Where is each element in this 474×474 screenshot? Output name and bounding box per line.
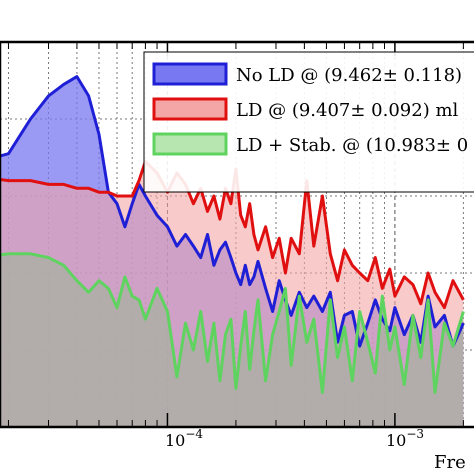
legend-label-ld: LD @ (9.407± 0.092) ml bbox=[236, 100, 459, 121]
legend-swatch-ld-stab bbox=[152, 132, 228, 156]
legend-entry-no-ld: No LD @ (9.462± 0.118) bbox=[152, 62, 462, 86]
plot-frame bbox=[0, 40, 474, 429]
svg-text:10−3: 10−3 bbox=[386, 427, 424, 450]
legend-entry-ld: LD @ (9.407± 0.092) ml bbox=[152, 97, 459, 121]
legend: No LD @ (9.462± 0.118) LD @ (9.407± 0.09… bbox=[143, 51, 474, 193]
x-tick-label-2: 10−3 bbox=[386, 427, 424, 450]
x-ticks bbox=[7, 42, 464, 427]
line-ld bbox=[0, 159, 465, 310]
legend-entry-ld-stab: LD + Stab. @ (10.983± 0 bbox=[152, 132, 468, 156]
legend-swatch-no-ld bbox=[152, 62, 228, 86]
svg-text:10−4: 10−4 bbox=[165, 427, 203, 450]
plot-areas bbox=[0, 75, 465, 427]
legend-swatch-ld bbox=[152, 97, 228, 121]
line-ld-stab bbox=[0, 252, 465, 394]
x-tick-label-1: 10−4 bbox=[165, 427, 203, 450]
legend-label-no-ld: No LD @ (9.462± 0.118) bbox=[236, 65, 462, 86]
legend-label-ld-stab: LD + Stab. @ (10.983± 0 bbox=[236, 135, 468, 156]
x-axis-label: Fre bbox=[434, 452, 466, 473]
